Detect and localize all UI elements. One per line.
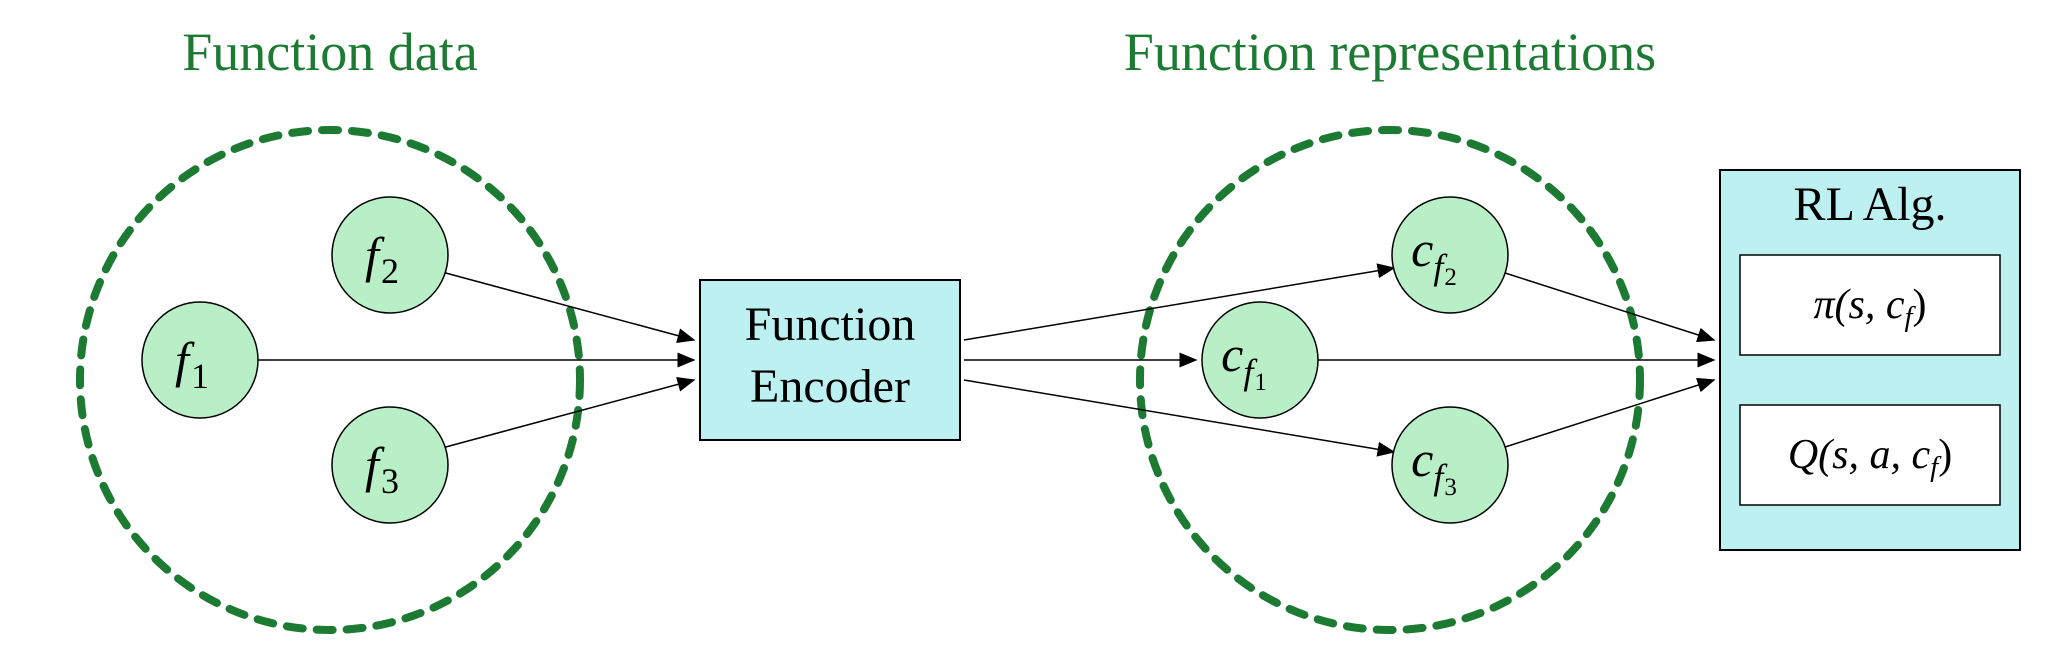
title-function-data: Function data bbox=[182, 22, 477, 82]
node-c1 bbox=[1202, 302, 1318, 418]
encoder-label-line1: Function bbox=[745, 298, 916, 351]
encoder-label-line2: Encoder bbox=[750, 360, 910, 413]
rl-box-title: RL Alg. bbox=[1794, 178, 1947, 231]
rl-inner-label-1: Q(s, a, cf) bbox=[1788, 432, 1952, 483]
title-function-representations: Function representations bbox=[1124, 22, 1656, 82]
node-c2 bbox=[1392, 197, 1508, 313]
node-c3 bbox=[1392, 407, 1508, 523]
diagram-canvas: Function dataFunction representationsf1f… bbox=[0, 0, 2050, 650]
